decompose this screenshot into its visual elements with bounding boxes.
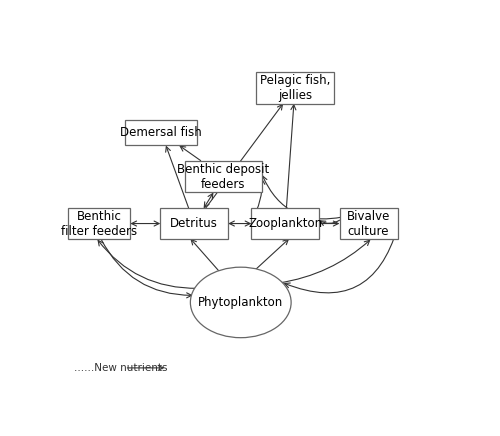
Text: Bivalve
culture: Bivalve culture	[347, 210, 391, 238]
FancyArrowPatch shape	[230, 221, 250, 226]
Bar	[126, 120, 197, 146]
FancyArrowPatch shape	[286, 105, 296, 208]
FancyArrowPatch shape	[98, 241, 198, 288]
FancyArrowPatch shape	[250, 239, 288, 274]
Bar	[256, 72, 334, 103]
Text: Benthic
filter feeders: Benthic filter feeders	[61, 210, 138, 238]
FancyArrowPatch shape	[262, 176, 344, 219]
FancyArrowPatch shape	[132, 221, 159, 226]
Text: Zooplankton: Zooplankton	[248, 217, 322, 230]
Bar	[252, 208, 319, 238]
Bar	[340, 208, 398, 239]
Text: Detritus: Detritus	[170, 217, 218, 230]
Bar	[68, 208, 130, 239]
FancyArrowPatch shape	[319, 221, 338, 226]
Text: Benthic deposit
feeders: Benthic deposit feeders	[177, 163, 270, 191]
Text: ......New nutrients: ......New nutrients	[74, 363, 168, 373]
FancyArrowPatch shape	[278, 240, 370, 283]
FancyArrowPatch shape	[206, 105, 282, 208]
FancyArrowPatch shape	[166, 146, 189, 208]
FancyArrowPatch shape	[204, 194, 213, 208]
Bar	[160, 208, 228, 238]
FancyArrowPatch shape	[320, 220, 340, 225]
FancyArrowPatch shape	[191, 239, 224, 276]
Bar	[184, 160, 262, 192]
Text: Demersal fish: Demersal fish	[120, 126, 202, 140]
Text: Pelagic fish,
jellies: Pelagic fish, jellies	[260, 74, 330, 102]
Text: Phytoplankton: Phytoplankton	[198, 296, 284, 309]
FancyArrowPatch shape	[101, 239, 192, 298]
FancyArrowPatch shape	[180, 146, 201, 160]
Ellipse shape	[190, 267, 291, 337]
FancyArrowPatch shape	[252, 180, 265, 221]
FancyArrowPatch shape	[284, 227, 398, 293]
